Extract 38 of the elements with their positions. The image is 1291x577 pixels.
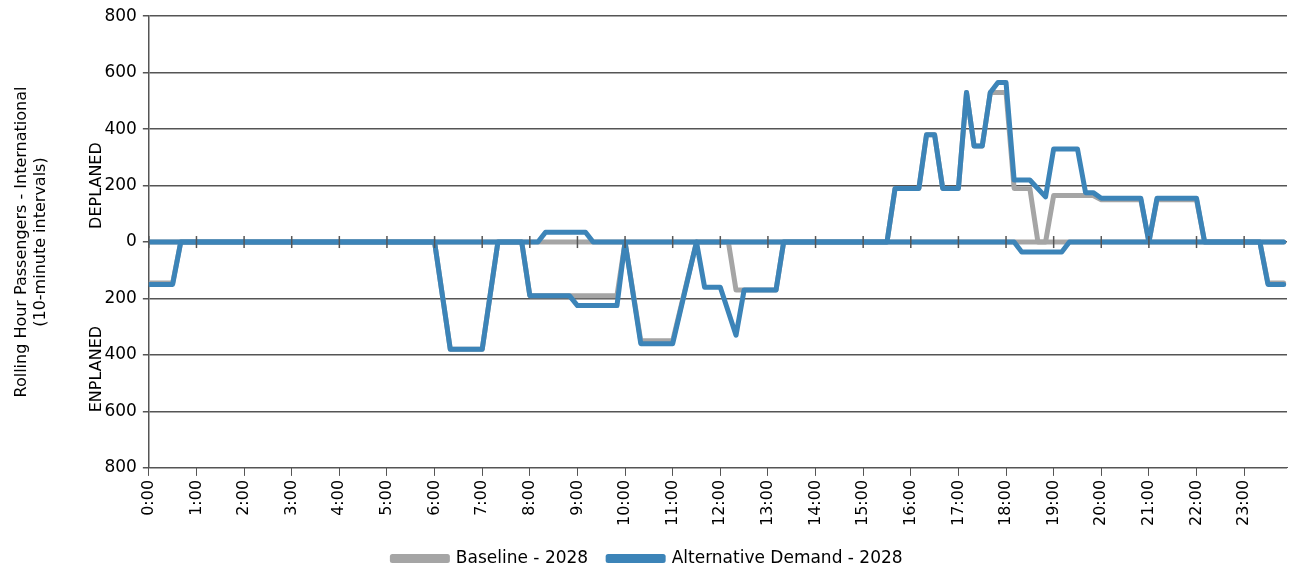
x-tick-label: 16:00 <box>899 479 919 526</box>
x-tick-label: 22:00 <box>1185 479 1205 526</box>
x-tick-label: 7:00 <box>471 479 491 516</box>
y-axis-title: Rolling Hour Passengers - International (10-minute intervals) <box>10 86 49 398</box>
text: ENPLANED <box>86 325 105 413</box>
x-tick-label: 4:00 <box>328 479 348 516</box>
y-tick-label: 600 <box>104 399 137 420</box>
x-tick-label: 13:00 <box>757 479 777 526</box>
y-tick-label: 800 <box>104 4 137 25</box>
y-tick-label: 200 <box>104 286 137 307</box>
x-tick-label: 20:00 <box>1090 479 1110 526</box>
x-tick-label: 21:00 <box>1138 479 1158 526</box>
x-tick-label: 0:00 <box>138 479 157 516</box>
x-tick-label: 14:00 <box>804 479 824 526</box>
x-tick-label: 12:00 <box>709 479 729 526</box>
x-tick-label: 19:00 <box>1042 479 1062 526</box>
x-tick-label: 5:00 <box>376 479 396 516</box>
x-tick-label: 10:00 <box>614 479 634 526</box>
legend-label: Alternative Demand - 2028 <box>671 546 903 567</box>
x-tick-label: 17:00 <box>947 479 967 526</box>
text: DEPLANED <box>86 142 105 229</box>
x-tick-label: 23:00 <box>1233 479 1253 526</box>
x-tick-label: 6:00 <box>423 479 443 516</box>
x-tick-label: 2:00 <box>233 479 253 516</box>
x-tick-label: 18:00 <box>995 479 1015 526</box>
y-tick-label: 600 <box>104 61 137 82</box>
y-tick-label: 400 <box>104 343 137 364</box>
y-tick-label: 0 <box>126 230 137 251</box>
x-tick-label: 1:00 <box>185 479 205 516</box>
y-tick-label: 400 <box>104 117 137 138</box>
x-tick-label: 15:00 <box>852 479 872 526</box>
y-tick-label: 800 <box>104 456 137 477</box>
legend-label: Baseline - 2028 <box>455 546 589 567</box>
x-tick-label: 11:00 <box>661 479 681 526</box>
x-tick-label: 8:00 <box>518 479 538 516</box>
y-tick-label: 200 <box>104 174 137 195</box>
x-tick-label: 3:00 <box>280 479 300 516</box>
x-tick-label: 9:00 <box>566 479 586 516</box>
